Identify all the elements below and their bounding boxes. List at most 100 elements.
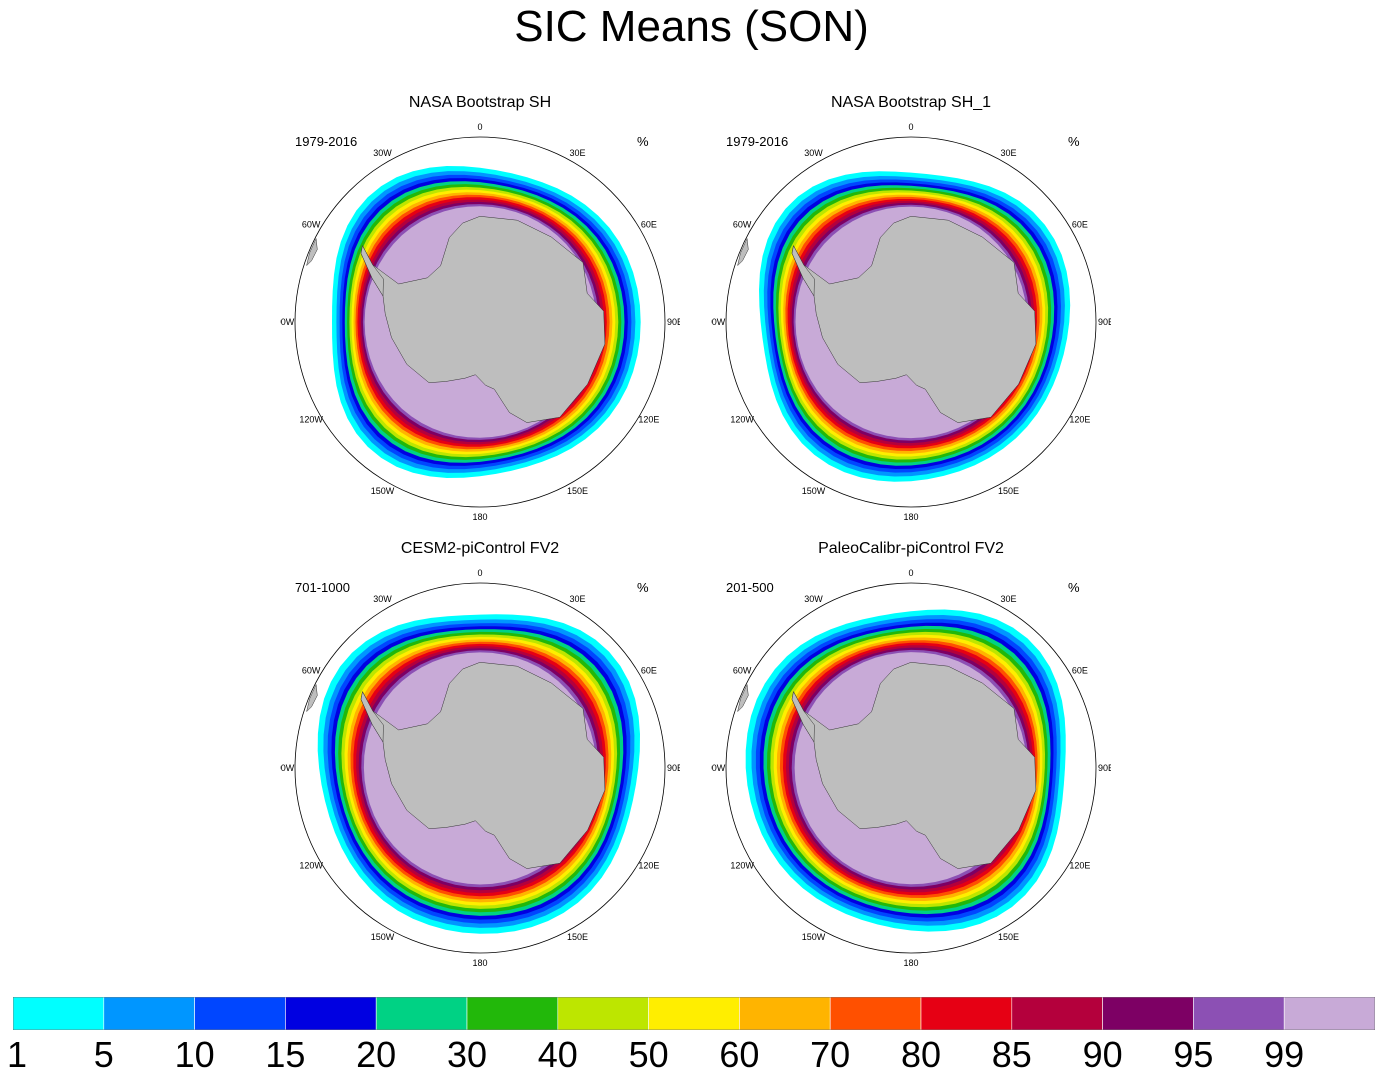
map-boundary (294, 136, 666, 508)
panel-years: 701-1000 (295, 580, 350, 595)
colorbar-tick-label: 20 (356, 1034, 397, 1075)
panel-cesm2-picontrol: CESM2-piControl FV2 701-1000 % 0 30E 60E 90… (280, 540, 680, 980)
longitude-label: 150W (802, 486, 826, 496)
longitude-label: 90W (280, 317, 295, 327)
colorbar-box-60 (739, 997, 831, 1030)
longitude-label: 150E (998, 486, 1019, 496)
panel-years: 1979-2016 (726, 134, 789, 149)
longitude-label: 150E (998, 932, 1019, 942)
longitude-label: 30W (373, 148, 392, 158)
polar-map: 0 30E 60E 90E 120E 150E 180 150W 120W 90W 60W 30W (711, 122, 1111, 522)
longitude-label: 60E (1072, 220, 1088, 230)
polar-map: 0 30E 60E 90E 120E 150E 180 150W 120W 90W 60W 30W (711, 568, 1111, 968)
polar-map: 0 30E 60E 90E 120E 150E 180 150W 120W 90W 60W 30W (280, 122, 680, 522)
longitude-label: 0 (477, 568, 482, 578)
antarctica-land (360, 216, 606, 423)
longitude-label: 30W (804, 594, 823, 604)
antarctic-peninsula-land (360, 690, 384, 743)
longitude-label: 0 (477, 122, 482, 132)
longitude-label: 60E (641, 666, 657, 676)
panel-years: 201-500 (726, 580, 774, 595)
colorbar-box-1 (13, 997, 105, 1030)
colorbar-tick-label: 60 (719, 1034, 760, 1075)
panel-units: % (637, 134, 649, 149)
longitude-label: 120W (730, 415, 754, 425)
panel-units: % (1068, 580, 1080, 595)
longitude-label: 150W (802, 932, 826, 942)
colorbar-box-90 (1102, 997, 1194, 1030)
map-boundary (725, 136, 1097, 508)
colorbar (13, 997, 1375, 1030)
longitude-label: 90E (667, 763, 680, 773)
colorbar-box-70 (829, 997, 922, 1030)
south-america-land (306, 237, 318, 267)
longitude-label: 120W (299, 861, 323, 871)
longitude-label: 150W (371, 932, 395, 942)
map-boundary (294, 582, 666, 954)
panel-title: NASA Bootstrap SH_1 (830, 94, 992, 111)
south-america-land (737, 683, 749, 713)
panel-nasa-bootstrap-sh-1: NASA Bootstrap SH_1 1979-2016 % 0 30E 60E 9… (711, 94, 1111, 534)
antarctic-peninsula-land (791, 690, 815, 743)
main-title: SIC Means (SON) (514, 2, 869, 51)
colorbar-tick-label: 1 (6, 1034, 28, 1075)
longitude-label: 30W (804, 148, 823, 158)
antarctic-peninsula-land (791, 244, 815, 297)
antarctica-land (791, 662, 1037, 869)
colorbar-tick-label: 15 (265, 1034, 306, 1075)
longitude-label: 180 (903, 958, 918, 968)
colorbar-tick-label: 5 (93, 1034, 114, 1075)
longitude-label: 30E (569, 148, 585, 158)
longitude-label: 90E (1098, 763, 1111, 773)
colorbar-tick-label: 40 (537, 1034, 578, 1075)
colorbar-tick-label: 50 (628, 1034, 669, 1075)
longitude-label: 0 (908, 122, 913, 132)
longitude-label: 30E (569, 594, 585, 604)
panel-paleocalibr-picontrol: PaleoCalibr-piControl FV2 201-500 % 0 30E… (711, 540, 1111, 980)
south-america-land (306, 683, 318, 713)
longitude-label: 120E (1069, 415, 1090, 425)
colorbar-tick-label: 85 (991, 1034, 1032, 1075)
panel-title: CESM2-piControl FV2 (400, 540, 560, 557)
panel-title: PaleoCalibr-piControl FV2 (818, 540, 1004, 557)
longitude-label: 90E (667, 317, 680, 327)
colorbar-box-30 (466, 997, 559, 1030)
colorbar-tick-label: 80 (900, 1034, 942, 1075)
panel-nasa-bootstrap-sh: NASA Bootstrap SH 1979-2016 % 0 30E 60E 90E… (280, 94, 680, 534)
longitude-label: 150W (371, 486, 395, 496)
colorbar-labels: 1 5 10 15 20 30 40 50 60 70 80 85 90 95 99 (0, 1034, 1383, 1079)
longitude-label: 120E (638, 861, 659, 871)
longitude-label: 60W (302, 220, 321, 230)
longitude-label: 150E (567, 486, 588, 496)
antarctic-peninsula-land (360, 244, 384, 297)
longitude-label: 120E (1069, 861, 1090, 871)
colorbar-tick-label: 90 (1082, 1034, 1123, 1075)
colorbar-tick-label: 70 (810, 1034, 851, 1075)
longitude-label: 90W (280, 763, 295, 773)
longitude-label: 150E (567, 932, 588, 942)
panel-years: 1979-2016 (295, 134, 358, 149)
colorbar-box-20 (375, 997, 468, 1030)
antarctica-land (791, 216, 1037, 423)
longitude-label: 180 (472, 958, 487, 968)
longitude-label: 60W (733, 666, 752, 676)
longitude-label: 90W (711, 317, 726, 327)
longitude-label: 60E (1072, 666, 1088, 676)
map-boundary (725, 582, 1097, 954)
polar-map: 0 30E 60E 90E 120E 150E 180 150W 120W 90W 60W 30W (280, 568, 680, 968)
longitude-label: 30W (373, 594, 392, 604)
colorbar-tick-label: 95 (1173, 1034, 1214, 1075)
antarctica-land (360, 662, 606, 869)
panel-units: % (637, 580, 649, 595)
longitude-label: 90E (1098, 317, 1111, 327)
longitude-label: 60E (641, 220, 657, 230)
longitude-label: 30E (1000, 148, 1016, 158)
colorbar-tick-label: 30 (446, 1034, 488, 1075)
colorbar-box-95 (1193, 997, 1285, 1030)
colorbar-box-5 (103, 997, 195, 1030)
colorbar-box-50 (648, 997, 740, 1030)
longitude-label: 120W (299, 415, 323, 425)
longitude-label: 120W (730, 861, 754, 871)
colorbar-box-10 (194, 997, 286, 1030)
panel-title: NASA Bootstrap SH (408, 94, 552, 111)
